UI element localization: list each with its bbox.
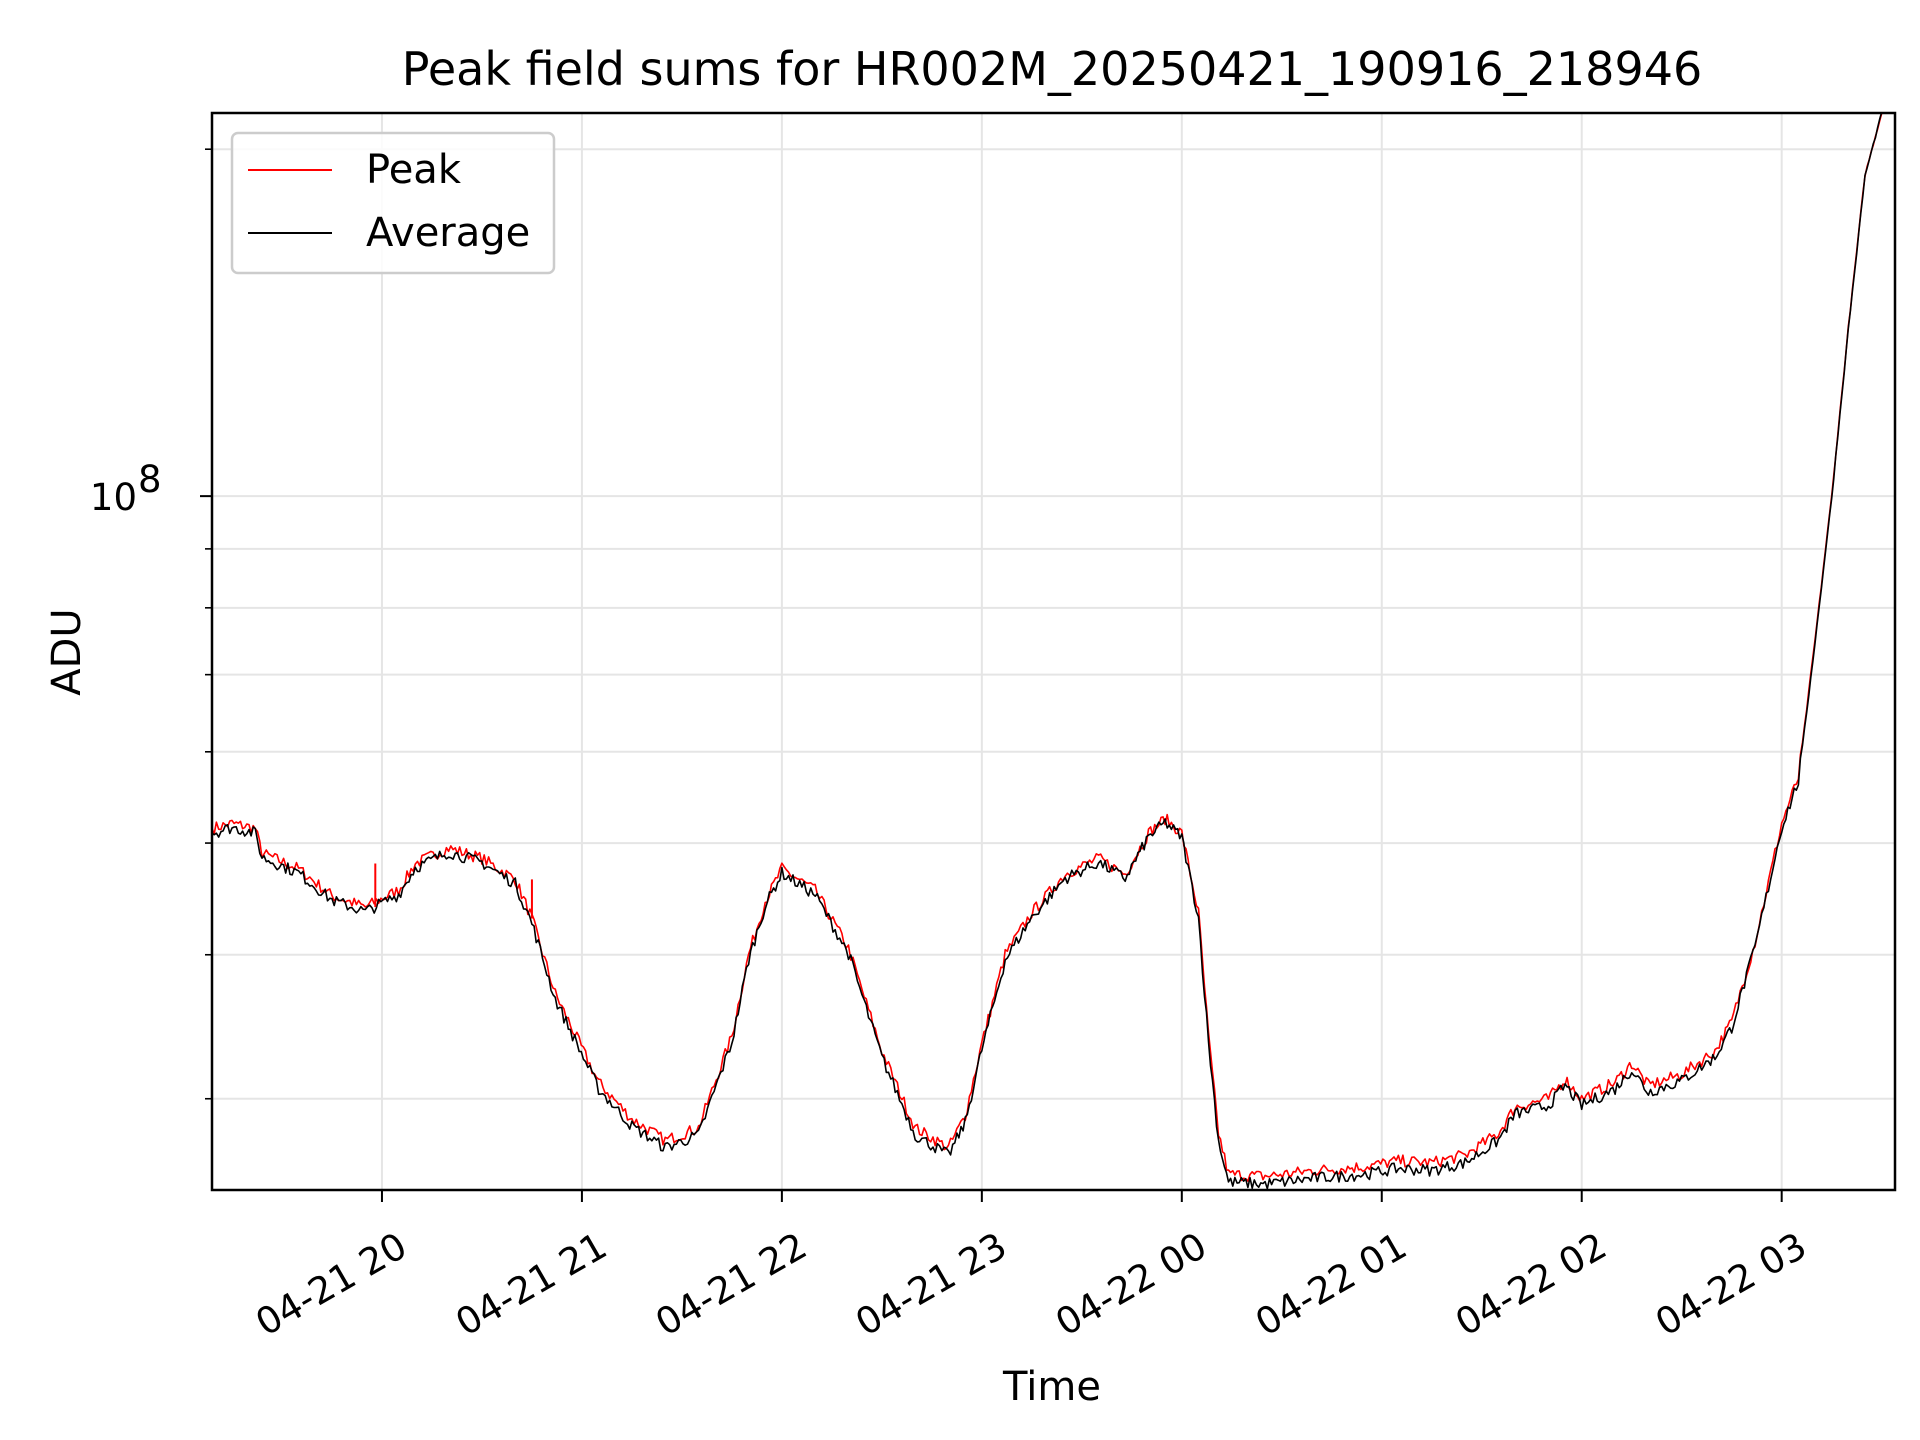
chart-title: Peak field sums for HR002M_20250421_1909… bbox=[402, 42, 1703, 96]
y-tick-label-exponent: 8 bbox=[138, 458, 162, 501]
legend-label-average: Average bbox=[366, 210, 530, 256]
legend: Peak Average bbox=[230, 131, 556, 275]
legend-box bbox=[230, 131, 556, 275]
plot-frame bbox=[210, 111, 1897, 1192]
series-line-average bbox=[212, 113, 1883, 1190]
series-lines bbox=[212, 113, 1883, 1190]
legend-label-peak: Peak bbox=[366, 147, 462, 193]
y-tick-label-base: 10 bbox=[90, 476, 137, 519]
grid bbox=[212, 113, 1895, 1190]
y-axis-title: ADU bbox=[44, 608, 90, 695]
y-tick-label: 10 bbox=[90, 476, 137, 519]
x-axis-title: Time bbox=[1002, 1364, 1101, 1410]
